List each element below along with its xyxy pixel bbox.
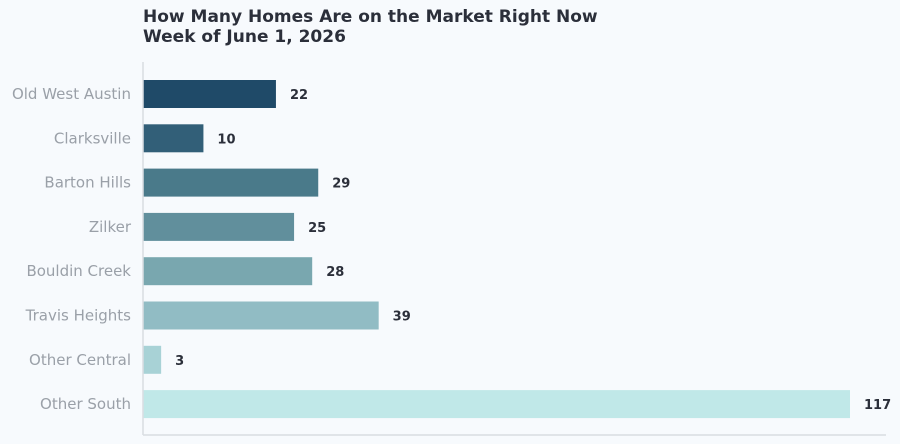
bar — [143, 80, 276, 108]
category-label: Travis Heights — [25, 307, 132, 325]
value-label: 22 — [290, 88, 308, 103]
value-label: 10 — [217, 132, 235, 147]
bar — [143, 345, 162, 374]
bar — [143, 257, 313, 286]
value-label: 39 — [393, 310, 411, 325]
value-label: 28 — [326, 265, 344, 280]
bar — [143, 124, 204, 153]
category-label: Bouldin Creek — [26, 262, 131, 280]
value-label: 3 — [175, 354, 184, 369]
bar — [143, 168, 319, 197]
bar — [143, 301, 379, 330]
bars-layer: Old West Austin 22 Clarksville 10 Barton Hil… — [12, 80, 891, 419]
category-label: Other Central — [29, 351, 131, 369]
chart-subtitle: Week of June 1, 2026 — [143, 27, 346, 47]
value-label: 29 — [332, 177, 350, 192]
category-label: Old West Austin — [12, 85, 131, 103]
category-label: Other South — [40, 395, 131, 413]
category-label: Barton Hills — [44, 174, 131, 192]
category-label: Zilker — [89, 218, 132, 236]
value-label: 117 — [864, 398, 891, 413]
chart-title: How Many Homes Are on the Market Right N… — [143, 7, 598, 27]
bar — [143, 212, 295, 241]
value-label: 25 — [308, 221, 326, 236]
category-label: Clarksville — [54, 129, 131, 147]
chart-title-block: How Many Homes Are on the Market Right N… — [143, 7, 598, 47]
bar — [143, 390, 850, 419]
